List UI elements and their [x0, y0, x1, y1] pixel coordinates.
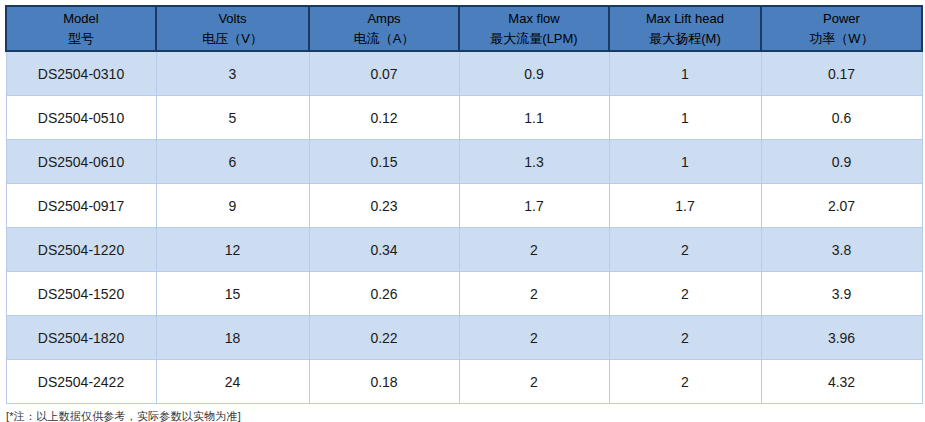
model-cell: DS2504-0510 — [6, 96, 156, 140]
footnote: [*注：以上数据仅供参考，实际参数以实物为准] — [6, 409, 921, 422]
value-cell: 3 — [156, 51, 309, 96]
table-row: DS2504-1520150.26223.9 — [6, 272, 922, 316]
value-cell: 18 — [156, 316, 309, 360]
column-header-zh: 型号 — [9, 29, 153, 49]
value-cell: 0.18 — [309, 360, 459, 404]
value-cell: 2 — [609, 228, 761, 272]
value-cell: 2 — [459, 360, 609, 404]
table-row: DS2504-091790.231.71.72.07 — [6, 184, 922, 228]
column-header-max-lift-head: Max Lift head最大扬程(M) — [609, 6, 761, 51]
value-cell: 0.17 — [761, 51, 922, 96]
table-row: DS2504-1220120.34223.8 — [6, 228, 922, 272]
value-cell: 3.8 — [761, 228, 922, 272]
value-cell: 1 — [609, 140, 761, 184]
value-cell: 1.3 — [459, 140, 609, 184]
column-header-amps: Amps电流（A） — [309, 6, 459, 51]
value-cell: 0.23 — [309, 184, 459, 228]
table-row: DS2504-2422240.18224.32 — [6, 360, 922, 404]
column-header-en: Volts — [159, 9, 306, 29]
column-header-zh: 最大流量(LPM) — [462, 29, 606, 49]
value-cell: 2 — [609, 272, 761, 316]
model-cell: DS2504-1520 — [6, 272, 156, 316]
value-cell: 0.07 — [309, 51, 459, 96]
model-cell: DS2504-0917 — [6, 184, 156, 228]
column-header-volts: Volts电压（V） — [156, 6, 309, 51]
value-cell: 2 — [459, 228, 609, 272]
column-header-zh: 电流（A） — [312, 29, 456, 49]
spec-table-body: DS2504-031030.070.910.17DS2504-051050.12… — [6, 51, 922, 404]
table-row: DS2504-051050.121.110.6 — [6, 96, 922, 140]
header-row: Model型号Volts电压（V）Amps电流（A）Max flow最大流量(L… — [6, 6, 922, 51]
column-header-en: Amps — [312, 9, 456, 29]
value-cell: 1 — [609, 51, 761, 96]
table-row: DS2504-1820180.22223.96 — [6, 316, 922, 360]
value-cell: 24 — [156, 360, 309, 404]
value-cell: 15 — [156, 272, 309, 316]
value-cell: 4.32 — [761, 360, 922, 404]
model-cell: DS2504-0610 — [6, 140, 156, 184]
value-cell: 2 — [609, 360, 761, 404]
value-cell: 1.1 — [459, 96, 609, 140]
value-cell: 0.9 — [761, 140, 922, 184]
value-cell: 0.15 — [309, 140, 459, 184]
value-cell: 0.9 — [459, 51, 609, 96]
column-header-en: Model — [9, 9, 153, 29]
spec-table-header: Model型号Volts电压（V）Amps电流（A）Max flow最大流量(L… — [6, 6, 922, 51]
value-cell: 2 — [459, 272, 609, 316]
value-cell: 0.12 — [309, 96, 459, 140]
column-header-zh: 电压（V） — [159, 29, 306, 49]
column-header-zh: 功率（W） — [764, 29, 919, 49]
column-header-en: Power — [764, 9, 919, 29]
value-cell: 9 — [156, 184, 309, 228]
value-cell: 0.34 — [309, 228, 459, 272]
column-header-en: Max flow — [462, 9, 606, 29]
model-cell: DS2504-1220 — [6, 228, 156, 272]
column-header-max-flow: Max flow最大流量(LPM) — [459, 6, 609, 51]
model-cell: DS2504-0310 — [6, 51, 156, 96]
value-cell: 2 — [609, 316, 761, 360]
model-cell: DS2504-1820 — [6, 316, 156, 360]
column-header-power: Power功率（W） — [761, 6, 922, 51]
value-cell: 0.26 — [309, 272, 459, 316]
value-cell: 12 — [156, 228, 309, 272]
value-cell: 2.07 — [761, 184, 922, 228]
value-cell: 1.7 — [609, 184, 761, 228]
spec-sheet-page: Model型号Volts电压（V）Amps电流（A）Max flow最大流量(L… — [0, 0, 925, 422]
value-cell: 0.6 — [761, 96, 922, 140]
table-row: DS2504-061060.151.310.9 — [6, 140, 922, 184]
value-cell: 0.22 — [309, 316, 459, 360]
column-header-en: Max Lift head — [612, 9, 758, 29]
value-cell: 1.7 — [459, 184, 609, 228]
column-header-zh: 最大扬程(M) — [612, 29, 758, 49]
value-cell: 1 — [609, 96, 761, 140]
model-cell: DS2504-2422 — [6, 360, 156, 404]
value-cell: 6 — [156, 140, 309, 184]
value-cell: 3.96 — [761, 316, 922, 360]
value-cell: 2 — [459, 316, 609, 360]
spec-table: Model型号Volts电压（V）Amps电流（A）Max flow最大流量(L… — [5, 5, 923, 404]
column-header-model: Model型号 — [6, 6, 156, 51]
value-cell: 5 — [156, 96, 309, 140]
table-row: DS2504-031030.070.910.17 — [6, 51, 922, 96]
value-cell: 3.9 — [761, 272, 922, 316]
